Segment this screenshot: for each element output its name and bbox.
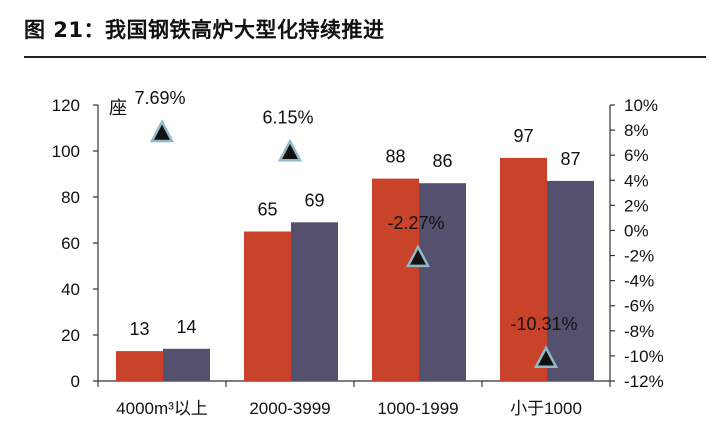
bar-series-1	[372, 178, 419, 381]
right-y-tick-label: 8%	[624, 121, 649, 140]
left-y-tick-label: 80	[61, 188, 80, 207]
bar-data-label: 14	[176, 317, 196, 337]
bar-data-label: 86	[432, 151, 452, 171]
change-rate-marker	[277, 138, 303, 162]
x-category-label: 2000-3999	[249, 399, 330, 418]
bar-series-1	[244, 231, 291, 381]
right-y-tick-label: 4%	[624, 171, 649, 190]
left-y-tick-label: 100	[52, 142, 80, 161]
change-rate-label: -2.27%	[387, 213, 444, 233]
bar-series-2	[291, 222, 338, 381]
bar-series-1	[116, 351, 163, 381]
bar-data-label: 87	[560, 149, 580, 169]
unit-label: 座	[109, 98, 127, 118]
right-y-tick-label: 2%	[624, 196, 649, 215]
title-divider	[24, 56, 706, 58]
bar-series-2	[547, 180, 594, 381]
bar-series-1	[500, 157, 547, 381]
right-y-tick-label: 10%	[624, 96, 658, 115]
right-y-tick-label: -6%	[624, 297, 654, 316]
right-y-tick-label: -8%	[624, 322, 654, 341]
change-rate-label: -10.31%	[510, 314, 577, 334]
x-category-label: 1000-1999	[377, 399, 458, 418]
left-y-tick-label: 40	[61, 280, 80, 299]
bar-data-label: 13	[129, 319, 149, 339]
change-rate-label: 6.15%	[262, 107, 313, 127]
right-y-tick-label: -12%	[624, 372, 664, 391]
right-y-tick-label: -4%	[624, 272, 654, 291]
left-y-tick-label: 120	[52, 96, 80, 115]
bar-data-label: 97	[513, 126, 533, 146]
bar-data-label: 65	[257, 200, 277, 220]
change-rate-label: 7.69%	[134, 88, 185, 108]
change-rate-marker	[405, 244, 431, 268]
x-category-label: 小于1000	[510, 399, 582, 418]
bar-series-2	[419, 183, 466, 381]
change-rate-marker	[149, 119, 175, 143]
left-y-tick-label: 0	[71, 372, 80, 391]
right-y-tick-label: 6%	[624, 146, 649, 165]
change-rate-marker	[533, 345, 559, 369]
left-y-tick-label: 60	[61, 234, 80, 253]
bar-data-label: 88	[385, 147, 405, 167]
right-y-tick-label: 0%	[624, 221, 649, 240]
bar-data-label: 69	[304, 190, 324, 210]
left-y-tick-label: 20	[61, 326, 80, 345]
right-y-tick-label: -2%	[624, 247, 654, 266]
bar-series-2	[163, 348, 210, 381]
x-category-label: 4000m³以上	[116, 399, 208, 418]
right-y-tick-label: -10%	[624, 347, 664, 366]
figure-title: 图 21：我国钢铁高炉大型化持续推进	[24, 18, 385, 42]
